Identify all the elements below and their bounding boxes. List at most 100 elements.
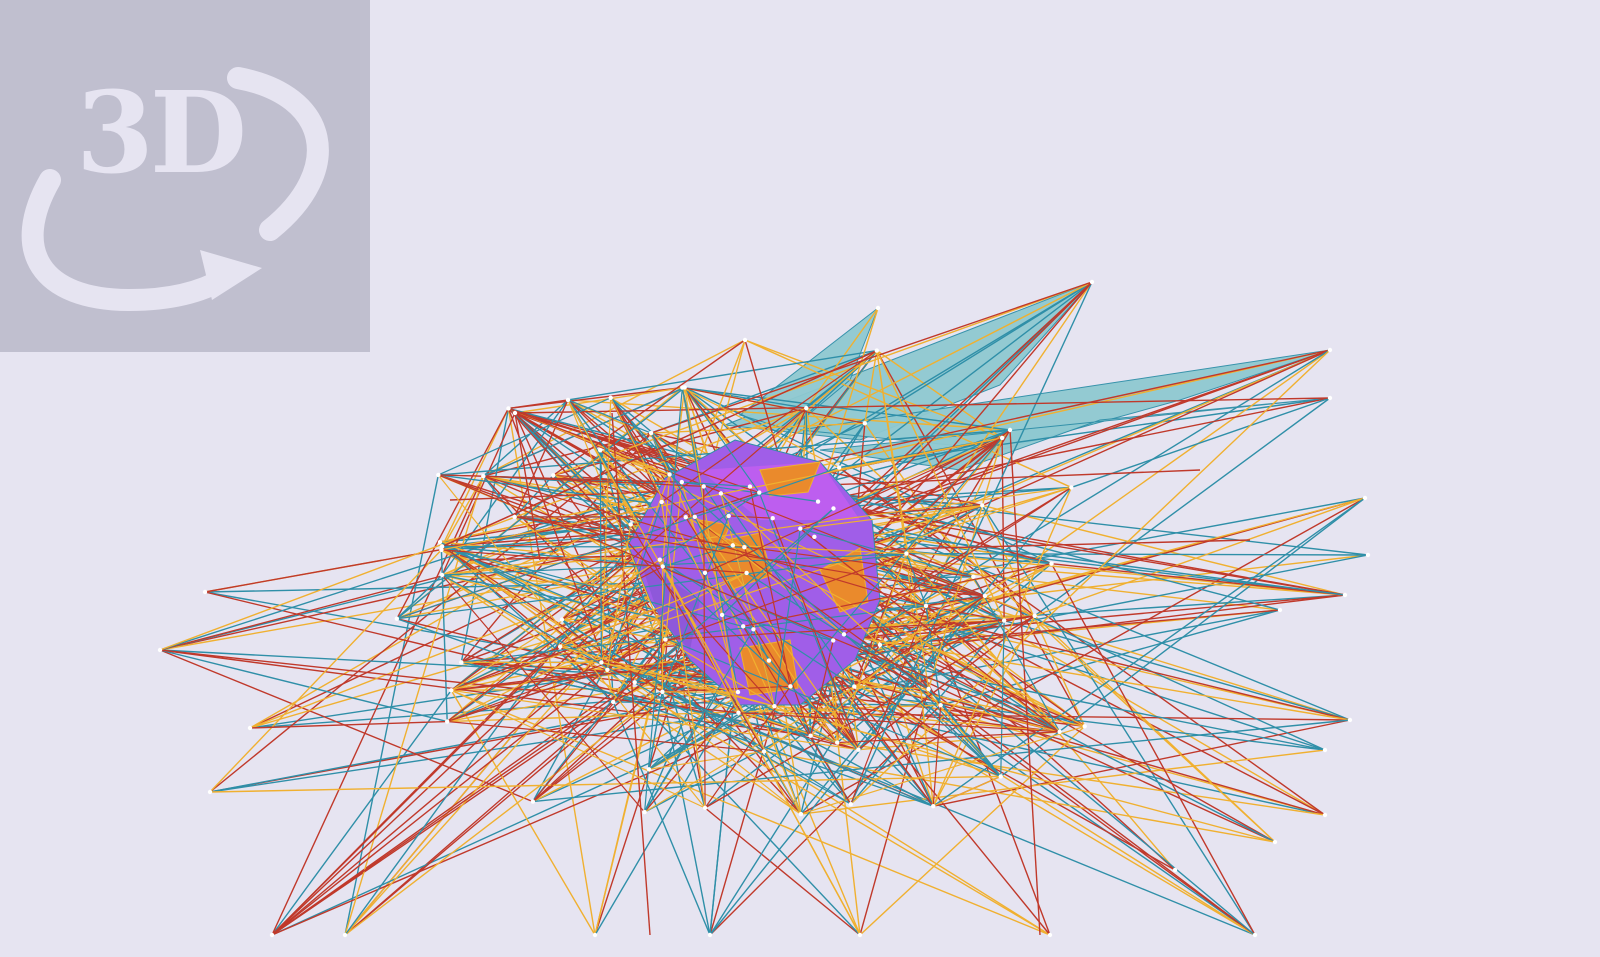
vertex-point (926, 686, 931, 692)
vertex-point (557, 644, 563, 649)
vertex-point (1057, 729, 1062, 734)
wire-edge (1071, 397, 1331, 489)
wire-edge (905, 553, 1061, 733)
vertex-point (702, 570, 708, 575)
vertex-point (439, 572, 445, 578)
wire-edge (514, 386, 685, 414)
wire-edge (661, 350, 878, 503)
wire-edge (981, 349, 1331, 507)
wire-edge (664, 482, 683, 640)
wire-edge (508, 399, 569, 410)
wire-edge (634, 508, 834, 683)
vertex-point (692, 514, 697, 520)
wire-edge (159, 649, 739, 714)
vertex-point (530, 799, 536, 804)
wire-edge (876, 350, 930, 690)
vertex-point (1327, 347, 1333, 353)
wire-edge (773, 528, 801, 707)
vertex-point (726, 513, 731, 519)
vertex-point (648, 430, 654, 436)
vertex-point (702, 805, 708, 811)
wire-edge (438, 474, 484, 477)
wire-edge (1034, 397, 1331, 617)
orange-face (759, 461, 821, 497)
wire-edge (441, 574, 802, 815)
wire-edge (483, 475, 704, 487)
vertex-point (449, 688, 454, 693)
vertex-point (772, 703, 777, 709)
vertex-point (701, 484, 706, 489)
wire-edge (850, 605, 927, 805)
wire-edge (567, 399, 667, 640)
wire-edge (567, 399, 791, 687)
wire-edge (209, 712, 739, 793)
wire-edge (854, 685, 929, 690)
vertex-point (642, 809, 647, 815)
wire-edge (450, 559, 661, 691)
wire-edge (850, 349, 1331, 805)
wire-edge (441, 549, 747, 574)
vertex-point (512, 514, 517, 520)
wire-edge (600, 474, 671, 663)
wire-edge (482, 475, 1256, 936)
wire-edge (567, 399, 652, 434)
vertex-point (444, 719, 450, 724)
wire-edge (854, 685, 1326, 816)
wire-edge (451, 689, 706, 809)
wire-edge (738, 712, 1351, 721)
vertex-point (628, 522, 633, 527)
wire-edge (446, 559, 661, 722)
wire-edge (744, 339, 1072, 489)
wire-edge (659, 559, 740, 714)
wire-edge (876, 350, 1003, 439)
wire-edge (839, 397, 1331, 469)
vertex-point (269, 932, 275, 938)
vertex-point (804, 405, 809, 411)
wire-edge (396, 618, 934, 807)
wire-edge (742, 626, 852, 805)
wire-edge (789, 437, 1003, 687)
vertex-point (856, 747, 861, 752)
vertex-point (999, 435, 1005, 441)
vertex-point (1082, 724, 1087, 729)
vertex-point (766, 658, 772, 663)
3d-rotate-badge[interactable]: 3D (0, 0, 370, 352)
vertex-point (663, 637, 668, 642)
wire-edge (704, 437, 1003, 574)
vertex-point (718, 491, 724, 496)
wire-edge (1003, 619, 1351, 721)
vertex-point (980, 503, 985, 508)
wire-edge (561, 619, 861, 936)
vertex-point (1322, 747, 1328, 753)
wire-edge (662, 691, 934, 807)
vertex-point (1069, 485, 1074, 490)
wire-edge (396, 408, 510, 620)
wire-edge (817, 397, 1331, 503)
vertex-point (770, 516, 775, 521)
vertex-point (459, 660, 464, 665)
vertex-point (742, 337, 748, 343)
wire-edge (438, 474, 1060, 733)
vertex-point (1277, 607, 1283, 613)
vertex-point (971, 574, 976, 579)
wire-edge (685, 516, 838, 743)
wire-edge (451, 689, 859, 751)
wire-edge (704, 807, 861, 936)
vertex-point (1342, 592, 1348, 598)
wire-edge (442, 552, 907, 576)
wire-edge (749, 486, 792, 687)
vertex-point (1365, 552, 1371, 558)
wire-edge (685, 491, 760, 518)
wire-edge (648, 750, 765, 770)
vertex-point (599, 660, 604, 665)
vertex-point (761, 749, 767, 754)
vertex-point (394, 616, 400, 621)
wire-edge (594, 691, 739, 936)
wire-edge (507, 408, 609, 671)
wire-edge (837, 731, 1060, 744)
wire-edge (972, 576, 1061, 733)
vertex-point (923, 603, 929, 609)
wire-edge (837, 741, 1326, 816)
